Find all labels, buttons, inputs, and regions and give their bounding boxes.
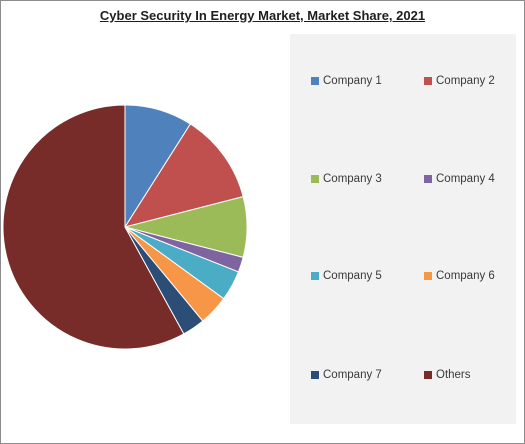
legend-label: Company 6 xyxy=(436,270,495,282)
legend-item: Company 1 xyxy=(311,75,382,87)
chart-legend: Company 1 Company 2 Company 3 Company 4 Comp… xyxy=(290,34,516,424)
legend-item: Company 6 xyxy=(424,270,495,282)
legend-item: Company 5 xyxy=(311,270,382,282)
legend-swatch xyxy=(424,272,432,280)
pie-slice-company-2 xyxy=(123,123,244,228)
legend-swatch xyxy=(311,272,319,280)
legend-label: Company 4 xyxy=(436,173,495,185)
legend-swatch xyxy=(311,175,319,183)
legend-swatch xyxy=(311,371,319,379)
legend-swatch xyxy=(424,371,432,379)
legend-swatch xyxy=(424,77,432,85)
legend-item: Company 2 xyxy=(424,75,495,87)
legend-label: Others xyxy=(436,369,471,381)
legend-swatch xyxy=(424,175,432,183)
pie-slice-others xyxy=(2,104,185,350)
legend-item: Company 3 xyxy=(311,173,382,185)
legend-label: Company 2 xyxy=(436,75,495,87)
chart-title: Cyber Security In Energy Market, Market … xyxy=(99,8,426,23)
legend-item: Company 4 xyxy=(424,173,495,185)
legend-label: Company 5 xyxy=(323,270,382,282)
legend-label: Company 3 xyxy=(323,173,382,185)
legend-label: Company 1 xyxy=(323,75,382,87)
legend-swatch xyxy=(311,77,319,85)
legend-label: Company 7 xyxy=(323,369,382,381)
legend-item: Others xyxy=(424,369,471,381)
legend-item: Company 7 xyxy=(311,369,382,381)
